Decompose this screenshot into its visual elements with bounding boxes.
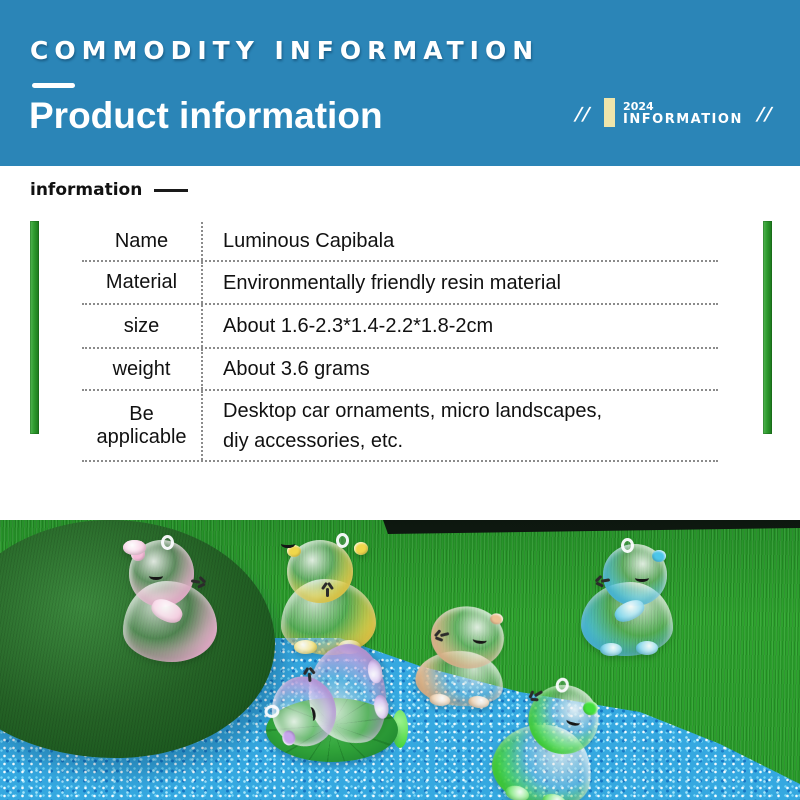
green-accent-bar-right bbox=[763, 221, 772, 434]
figurine-foot bbox=[636, 641, 659, 655]
capybara-figurine-yellow bbox=[281, 533, 376, 655]
row-label: Material bbox=[82, 262, 203, 303]
page-title: Product information bbox=[29, 95, 383, 136]
info-section: information Name Luminous Capibala Mater… bbox=[0, 166, 800, 520]
row-value: Luminous Capibala bbox=[223, 230, 395, 252]
section-label-dash bbox=[154, 188, 189, 192]
hanging-ring-icon bbox=[336, 533, 350, 549]
row-label: Be applicable bbox=[82, 391, 203, 460]
badge-label: INFORMATION bbox=[623, 111, 743, 127]
info-table: Name Luminous Capibala Material Environm… bbox=[82, 222, 718, 462]
table-row: Name Luminous Capibala bbox=[82, 222, 718, 262]
capybara-figurine-purple bbox=[262, 638, 394, 758]
green-accent-bar-left bbox=[30, 221, 39, 434]
figurine-foot bbox=[294, 640, 318, 654]
row-label: weight bbox=[82, 349, 203, 389]
capybara-figurine-tan bbox=[413, 602, 511, 711]
row-value: Environmentally friendly resin material bbox=[223, 271, 561, 294]
capybara-figurine-pink bbox=[123, 535, 217, 662]
badge-year: 2024 bbox=[623, 99, 654, 113]
badge-text: 2024 INFORMATION bbox=[623, 99, 743, 127]
green-fragment bbox=[392, 710, 408, 748]
kicker-underline bbox=[32, 83, 75, 88]
table-row: Be applicable Desktop car ornaments, mic… bbox=[82, 391, 718, 462]
row-value: Desktop car ornaments, micro landscapes,… bbox=[223, 399, 603, 452]
product-photo bbox=[0, 520, 800, 800]
double-slash-right-icon: // bbox=[754, 104, 775, 125]
year-badge: // 2024 INFORMATION // bbox=[572, 98, 775, 127]
section-label: information bbox=[30, 180, 143, 200]
hanging-ring-icon bbox=[160, 535, 174, 551]
table-row: Material Environmentally friendly resin … bbox=[82, 262, 718, 305]
badge-accent-bar bbox=[604, 98, 616, 127]
figurine-nose-icon bbox=[325, 588, 329, 598]
figurine-eye-icon bbox=[281, 540, 295, 548]
figurine-nose-icon bbox=[191, 578, 201, 584]
figurine-eye-icon bbox=[149, 572, 164, 580]
kicker-title: COMMODITY INFORMATION bbox=[30, 36, 540, 65]
table-row: size About 1.6-2.3*1.4-2.2*1.8-2cm bbox=[82, 305, 718, 349]
row-label: size bbox=[82, 305, 203, 347]
capybara-figurine-blue bbox=[581, 538, 673, 656]
table-row: weight About 3.6 grams bbox=[82, 349, 718, 391]
figurine-ear-icon bbox=[354, 542, 369, 555]
header-banner: COMMODITY INFORMATION Product informatio… bbox=[0, 0, 800, 166]
row-label: Name bbox=[82, 222, 203, 260]
figurine-ear-icon bbox=[651, 549, 666, 562]
row-value: About 1.6-2.3*1.4-2.2*1.8-2cm bbox=[223, 315, 494, 337]
figurine-foot bbox=[123, 540, 146, 555]
double-slash-left-icon: // bbox=[572, 104, 593, 125]
row-value: About 3.6 grams bbox=[223, 358, 370, 380]
section-label-row: information bbox=[30, 180, 189, 200]
